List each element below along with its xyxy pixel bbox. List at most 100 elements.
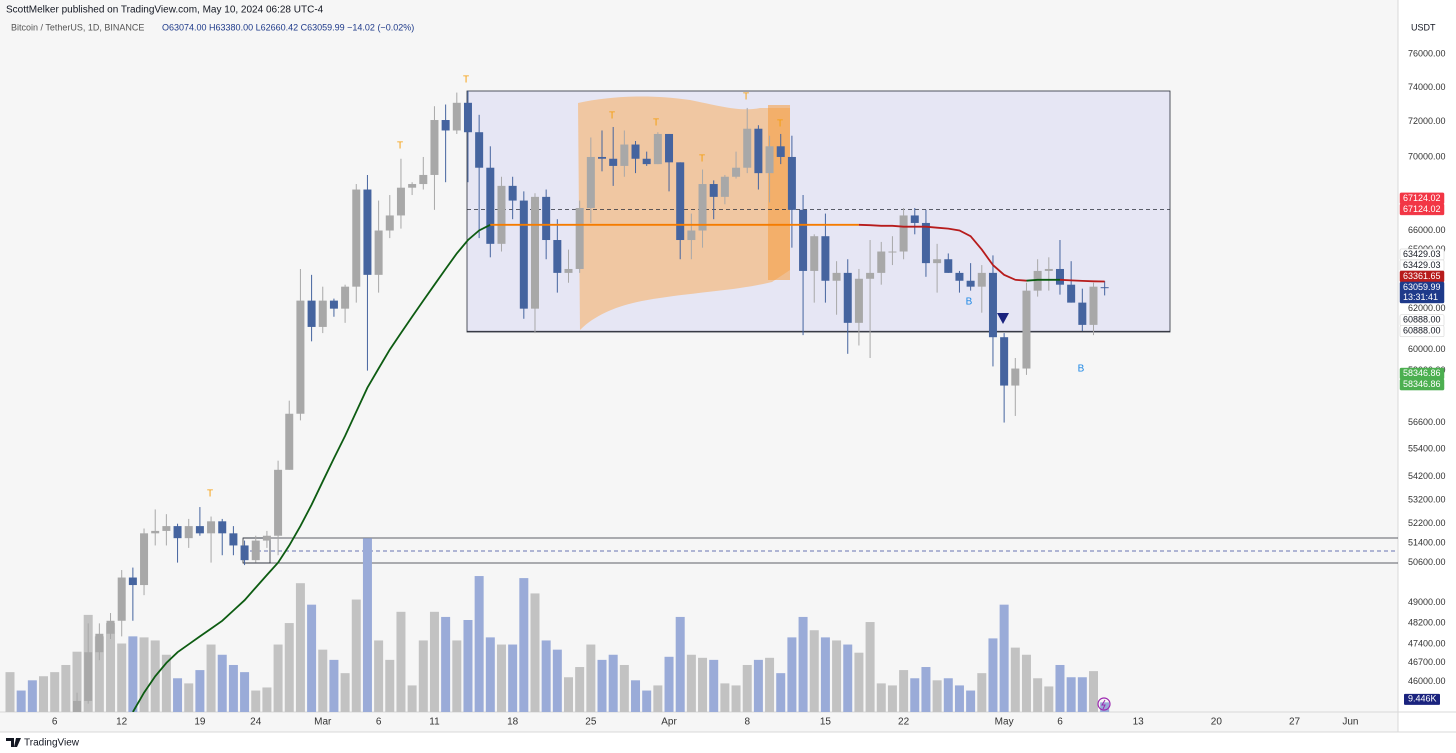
- candle-body: [776, 146, 785, 157]
- candle-body: [1011, 368, 1020, 386]
- candle-body: [665, 133, 674, 163]
- y-tick-label: 72000.00: [1408, 116, 1446, 126]
- brand-name: TradingView: [24, 738, 80, 749]
- y-tick-label: 52200.00: [1408, 518, 1446, 528]
- volume-bar: [932, 680, 942, 712]
- volume-bar: [575, 667, 585, 712]
- volume-bar: [653, 685, 663, 712]
- volume-bar: [173, 678, 183, 712]
- candle-body: [854, 278, 863, 323]
- candle-body: [173, 526, 182, 539]
- candle-body: [899, 215, 908, 252]
- candle-body: [396, 187, 405, 216]
- y-tick-label: 46700.00: [1408, 657, 1446, 667]
- candle-body: [832, 272, 841, 281]
- candle-body: [475, 132, 484, 168]
- volume-bar: [865, 622, 875, 712]
- volume-bar: [508, 644, 518, 712]
- volume-bar: [776, 673, 786, 712]
- x-tick-label: 12: [116, 717, 128, 728]
- candle-body: [285, 413, 294, 470]
- volume-bar: [72, 651, 82, 712]
- candle-body: [530, 196, 539, 309]
- volume-bar: [552, 649, 562, 712]
- volume-bar: [954, 685, 964, 712]
- volume-bar: [1088, 671, 1098, 712]
- y-tick-label: 47400.00: [1408, 639, 1446, 649]
- candle-body: [676, 162, 685, 241]
- y-tick-label: 50600.00: [1408, 557, 1446, 567]
- y-tick-label: 51400.00: [1408, 537, 1446, 547]
- candle-body: [1044, 268, 1053, 271]
- price-label-box: [1399, 203, 1445, 216]
- candle-body: [765, 146, 774, 174]
- signal-label: T: [743, 92, 749, 103]
- volume-bar: [284, 623, 294, 712]
- volume-bar: [94, 636, 104, 712]
- candle-body: [966, 280, 975, 287]
- signal-label: B: [966, 297, 973, 308]
- x-tick-label: Jun: [1342, 717, 1358, 728]
- candle-body: [743, 128, 752, 168]
- candle-body: [240, 545, 249, 561]
- price-label-box: [1399, 325, 1445, 338]
- volume-bar: [820, 637, 830, 712]
- volume-bar: [664, 656, 674, 712]
- y-tick-label: 62000.00: [1408, 303, 1446, 313]
- volume-bar: [429, 611, 439, 712]
- candle-body: [609, 158, 618, 166]
- candle-body: [1078, 302, 1087, 325]
- volume-bar: [1066, 677, 1076, 712]
- price-label: 60888.00: [1403, 326, 1441, 336]
- x-tick-label: 15: [820, 717, 832, 728]
- alert-icon[interactable]: [1097, 697, 1111, 711]
- candle-body: [542, 196, 551, 241]
- candle-body: [218, 521, 227, 534]
- volume-bar: [1100, 702, 1110, 712]
- candle-body: [307, 300, 316, 327]
- candle-body: [463, 102, 472, 133]
- volume-bar: [474, 576, 484, 712]
- candle-body: [318, 300, 327, 327]
- candle-body: [140, 533, 149, 586]
- price-label: 63059.99: [1403, 282, 1441, 292]
- candle-body: [1022, 290, 1031, 369]
- volume-label-box: [1404, 693, 1440, 705]
- x-tick-label: 18: [507, 717, 519, 728]
- volume-bar: [217, 654, 227, 712]
- volume-bar: [362, 538, 372, 712]
- x-tick-label: 24: [250, 717, 262, 728]
- y-tick-label: 76000.00: [1408, 49, 1446, 59]
- volume-bar: [809, 630, 819, 712]
- candle-body: [564, 268, 573, 273]
- candle-body: [352, 189, 361, 287]
- volume-bar: [5, 672, 15, 712]
- volume-bar: [943, 678, 953, 712]
- volume-bar: [463, 620, 473, 712]
- y-tick-label: 60000.00: [1408, 344, 1446, 354]
- candle-body: [944, 259, 953, 273]
- volume-bar: [273, 644, 283, 712]
- volume-bar: [240, 672, 250, 712]
- volume-bar: [1033, 678, 1043, 712]
- candle-body: [162, 526, 171, 531]
- volume-bar: [988, 638, 998, 712]
- volume-bar: [642, 690, 652, 712]
- volume-bar: [407, 685, 417, 712]
- volume-bar: [374, 640, 384, 712]
- candle-body: [631, 144, 640, 159]
- signal-label: T: [699, 154, 705, 165]
- volume-bar: [50, 672, 60, 712]
- alert-icon-bolt: [1101, 699, 1106, 710]
- candle-body: [374, 230, 383, 275]
- candle-body: [1067, 284, 1076, 303]
- volume-bar: [921, 667, 931, 712]
- candle-body: [486, 167, 495, 244]
- price-label: 67124.02: [1403, 204, 1441, 214]
- candle-body: [866, 272, 875, 279]
- countdown-label: 13:31:41: [1403, 292, 1438, 302]
- volume-bar: [184, 683, 194, 712]
- y-tick-label: 55400.00: [1408, 444, 1446, 454]
- volume-bar: [731, 685, 741, 712]
